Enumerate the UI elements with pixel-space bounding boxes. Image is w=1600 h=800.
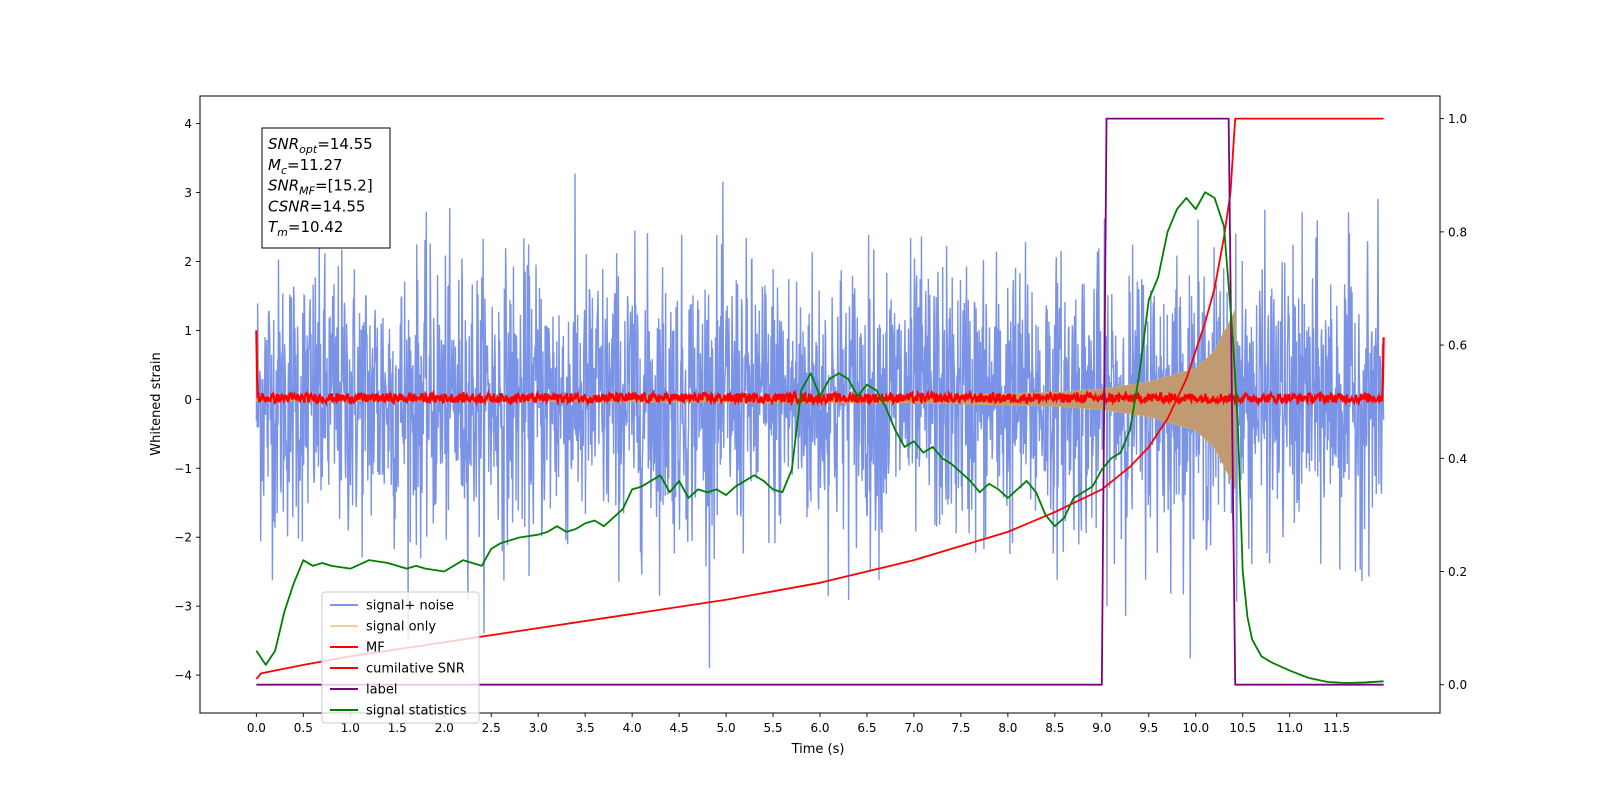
x-tick-label: 2.0 (435, 721, 454, 735)
legend-label: label (366, 683, 397, 698)
y2-tick-label: 0.2 (1448, 565, 1467, 579)
textbox-symbol: CSNR (268, 197, 310, 215)
y-tick-label: −2 (174, 531, 192, 545)
x-tick-label: 11.0 (1276, 721, 1303, 735)
textbox-symbol: M (268, 156, 281, 174)
x-tick-label: 6.0 (810, 721, 829, 735)
y-axis-label: Whitened strain (149, 352, 164, 455)
legend-label: signal+ noise (366, 599, 454, 614)
x-tick-label: 7.0 (904, 721, 923, 735)
right-y-axis-ticks: 1.0 0.8 0.6 0.4 0.2 0.0 (1440, 112, 1467, 692)
x-tick-label: 9.5 (1139, 721, 1158, 735)
textbox-frame (261, 127, 391, 249)
legend: signal+ noise signal only MF cumilative SNR… (321, 591, 480, 724)
y-tick-label: 1 (184, 324, 192, 338)
textbox-subscript: c (281, 164, 287, 177)
x-tick-label: 11.5 (1323, 721, 1350, 735)
x-tick-label: 6.5 (857, 721, 876, 735)
y2-tick-label: 0.4 (1448, 452, 1467, 466)
textbox-value: =11.27 (287, 156, 343, 174)
textbox-symbol: SNR (268, 135, 299, 153)
series-label (256, 117, 1384, 686)
x-tick-label: 9.0 (1092, 721, 1111, 735)
textbox-value: =10.42 (288, 218, 344, 236)
y2-tick-label: 0.0 (1448, 678, 1467, 692)
x-tick-label: 10.5 (1229, 721, 1256, 735)
textbox-line: SNRopt=14.55 (268, 135, 373, 156)
stats-textbox: SNRopt=14.55Mc=11.27SNRMF=[15.2]CSNR=14.… (261, 127, 391, 249)
textbox-line: CSNR=14.55 (268, 197, 365, 215)
textbox-line: Mc=11.27 (268, 156, 343, 177)
x-tick-label: 4.0 (623, 721, 642, 735)
x-tick-label: 4.5 (670, 721, 689, 735)
textbox-subscript: opt (299, 143, 318, 156)
y-tick-label: −4 (174, 669, 192, 683)
x-tick-label: 2.5 (482, 721, 501, 735)
textbox-line: SNRMF=[15.2] (268, 177, 373, 198)
legend-label: signal only (366, 620, 436, 635)
textbox-symbol: SNR (268, 177, 299, 195)
x-tick-label: 0.5 (294, 721, 313, 735)
y2-tick-label: 1.0 (1448, 112, 1467, 126)
y2-tick-label: 0.6 (1448, 339, 1467, 353)
x-tick-label: 0.0 (247, 721, 266, 735)
x-tick-label: 1.0 (341, 721, 360, 735)
x-tick-label: 5.0 (717, 721, 736, 735)
y-tick-label: −1 (174, 462, 192, 476)
y-tick-label: −3 (174, 600, 192, 614)
y-tick-label: 3 (184, 186, 192, 200)
x-tick-label: 7.5 (951, 721, 970, 735)
y-tick-label: 0 (184, 393, 192, 407)
x-axis-ticks: 0.0 0.5 1.0 1.5 2.0 2.5 3.0 3.5 4.0 4.5 5.0 5.5 6.0 6… (247, 713, 1350, 735)
x-tick-label: 8.0 (998, 721, 1017, 735)
textbox-symbol: T (268, 218, 279, 236)
legend-frame (321, 591, 480, 724)
y-tick-label: 2 (184, 255, 192, 269)
x-tick-label: 10.0 (1182, 721, 1209, 735)
x-tick-label: 5.5 (763, 721, 782, 735)
y-tick-label: 4 (184, 117, 192, 131)
x-tick-label: 3.0 (529, 721, 548, 735)
textbox-value: =14.55 (317, 135, 373, 153)
x-tick-label: 8.5 (1045, 721, 1064, 735)
textbox-subscript: m (277, 226, 288, 239)
series-signal-statistics (255, 191, 1384, 684)
legend-label: MF (366, 641, 385, 656)
legend-label: signal statistics (366, 704, 467, 719)
textbox-value: =14.55 (310, 197, 366, 215)
x-tick-label: 1.5 (388, 721, 407, 735)
legend-label: cumilative SNR (366, 662, 465, 677)
y2-tick-label: 0.8 (1448, 225, 1467, 239)
x-tick-label: 3.5 (576, 721, 595, 735)
textbox-subscript: MF (299, 185, 315, 198)
textbox-line: Tm=10.42 (268, 218, 343, 239)
y-axis-ticks: 4 3 2 1 0 −1 −2 −3 −4 (174, 117, 200, 683)
x-axis-label: Time (s) (791, 742, 845, 757)
textbox-value: =[15.2] (315, 177, 373, 195)
